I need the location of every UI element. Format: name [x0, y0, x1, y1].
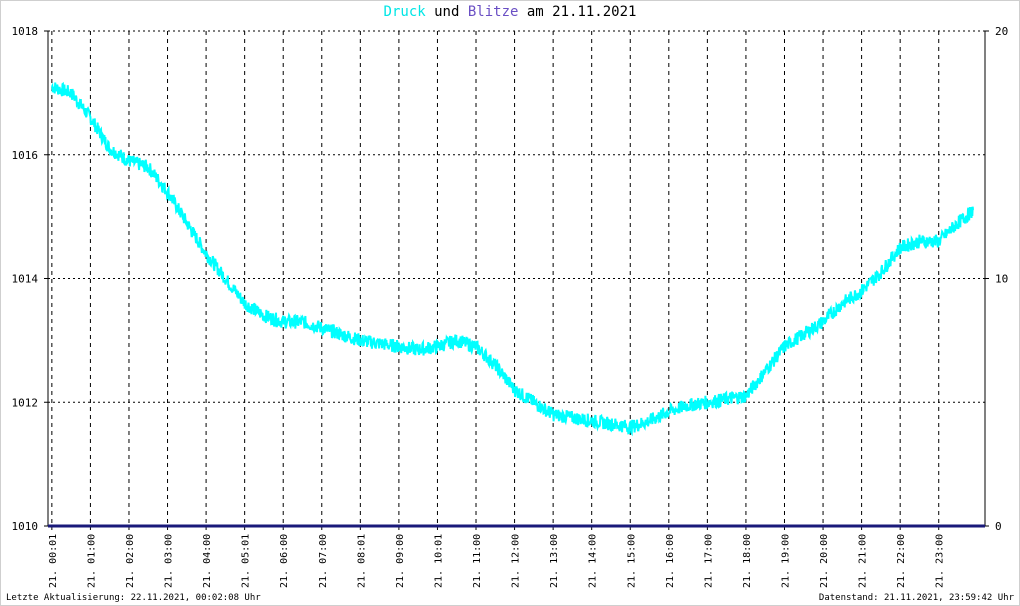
x-tick-label: 21. 06:00 [279, 534, 290, 588]
x-tick-label: 21. 11:00 [472, 534, 483, 588]
x-tick-label: 21. 19:00 [780, 534, 791, 588]
x-tick-label: 21. 02:00 [125, 534, 136, 588]
x-tick-label: 21. 14:00 [588, 534, 599, 588]
title-druck: Druck [383, 4, 426, 20]
x-tick-label: 21. 05:01 [241, 534, 252, 588]
x-tick-label: 21. 22:00 [896, 534, 907, 588]
x-tick-label: 21. 09:00 [395, 534, 406, 588]
x-tick-label: 21. 10:01 [433, 534, 444, 588]
x-tick-label: 21. 18:00 [742, 534, 753, 588]
y-right-tick-label: 20 [995, 25, 1008, 38]
y-right-tick-label: 0 [995, 520, 1002, 533]
y-left-tick-label: 1014 [12, 273, 39, 286]
x-tick-label: 21. 23:00 [935, 534, 946, 588]
x-tick-label: 21. 20:00 [819, 534, 830, 588]
x-tick-label: 21. 12:00 [511, 534, 522, 588]
y-left-tick-label: 1016 [12, 149, 39, 162]
data-timestamp-text: Datenstand: 21.11.2021, 23:59:42 Uhr [818, 593, 1014, 603]
x-tick-label: 21. 03:00 [164, 534, 175, 588]
x-tick-label: 21. 00:01 [48, 534, 59, 588]
x-tick-label: 21. 04:00 [202, 534, 213, 588]
x-tick-label: 21. 08:01 [356, 534, 367, 588]
x-tick-label: 21. 21:00 [858, 534, 869, 588]
x-tick-label: 21. 07:00 [318, 534, 329, 588]
y-left-tick-label: 1010 [12, 520, 39, 533]
title-date: am 21.11.2021 [526, 4, 637, 20]
title-und: und [434, 4, 460, 20]
druck-series-line [51, 81, 975, 437]
last-update-text: Letzte Aktualisierung: 22.11.2021, 00:02… [6, 593, 261, 603]
x-tick-label: 21. 17:00 [703, 534, 714, 588]
x-tick-label: 21. 16:00 [665, 534, 676, 588]
x-tick-label: 21. 15:00 [626, 534, 637, 588]
title-blitze: Blitze [467, 4, 519, 20]
x-tick-label: 21. 13:00 [549, 534, 560, 588]
x-tick-label: 21. 01:00 [86, 534, 97, 588]
chart-title: Druck und Blitze am 21.11.2021 [0, 4, 1020, 20]
y-left-tick-label: 1012 [12, 396, 39, 409]
y-right-tick-label: 10 [995, 273, 1008, 286]
y-left-tick-label: 1018 [12, 25, 39, 38]
